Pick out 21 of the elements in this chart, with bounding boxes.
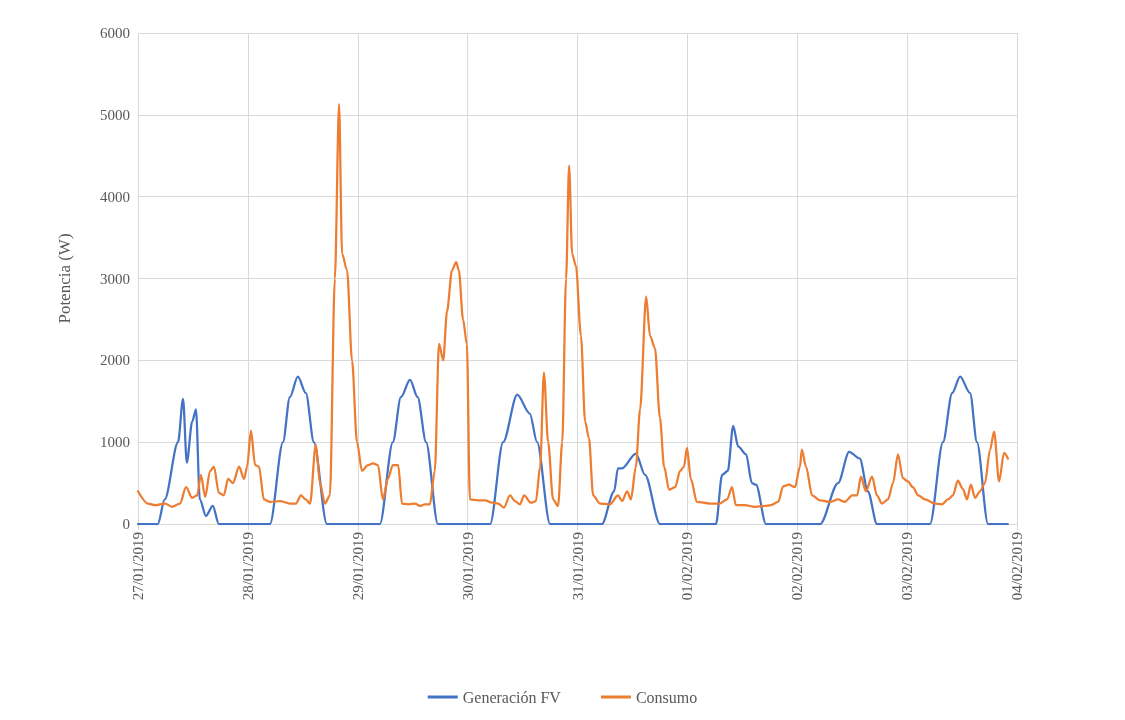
- x-tick-label: 04/02/2019: [1009, 532, 1025, 601]
- legend-label: Generación FV: [462, 688, 562, 706]
- y-tick-label: 6000: [100, 25, 130, 41]
- line-series: [136, 375, 1009, 526]
- x-tick-label: 02/02/2019: [789, 532, 806, 601]
- x-tick-label: 28/01/2019: [239, 532, 256, 601]
- y-tick-label: 0: [122, 516, 130, 532]
- x-tick-label: 01/02/2019: [679, 532, 696, 601]
- legend-label: Consumo: [635, 688, 698, 706]
- line-series: [136, 103, 1009, 509]
- x-tick-label: 29/01/2019: [349, 532, 366, 601]
- y-axis-title: Potencia (W): [55, 233, 74, 324]
- y-tick-label: 4000: [100, 188, 130, 205]
- x-tick-label: 27/01/2019: [130, 532, 146, 601]
- y-tick-label: 1000: [100, 434, 130, 451]
- x-tick-label: 30/01/2019: [459, 532, 476, 601]
- y-tick-label: 2000: [100, 352, 130, 369]
- y-tick-label: 3000: [100, 270, 130, 287]
- y-tick-label: 5000: [100, 106, 130, 123]
- x-tick-label: 03/02/2019: [899, 532, 916, 601]
- x-tick-label: 31/01/2019: [569, 532, 586, 601]
